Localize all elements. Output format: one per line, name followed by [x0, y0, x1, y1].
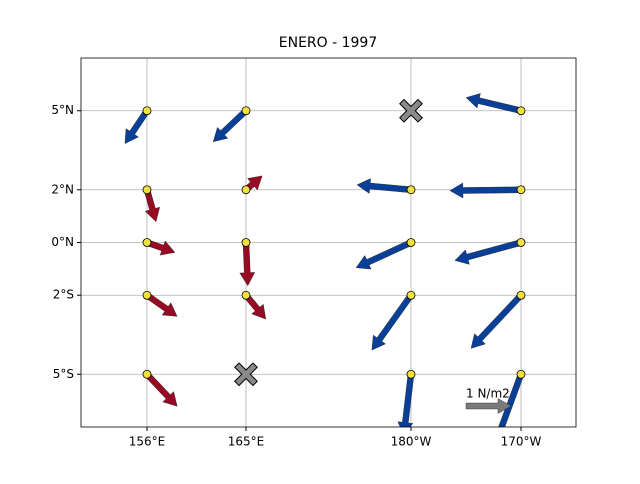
vector-arrow [144, 371, 178, 407]
station-marker [516, 238, 526, 247]
missing-cross [235, 363, 257, 385]
vector-arrow [239, 242, 256, 287]
vector-arrow [356, 178, 412, 194]
vector-arrow [371, 293, 414, 351]
x-tick-label: 170°W [501, 435, 542, 449]
x-tick-label: 156°E [129, 435, 166, 449]
vector-arrow [124, 108, 150, 144]
station-marker [516, 185, 526, 195]
station-marker [142, 369, 152, 379]
missing-marker [399, 98, 423, 123]
vector-arrow [454, 239, 523, 265]
station-marker [406, 290, 416, 300]
vector-arrow [144, 292, 178, 317]
station-marker [241, 106, 251, 116]
missing-cross [400, 100, 422, 122]
station-marker [516, 290, 526, 300]
y-tick-label: 2°N [51, 182, 74, 196]
vector-arrow [212, 108, 249, 143]
station-marker [406, 185, 416, 195]
vector-arrow [143, 188, 160, 223]
vector-arrow [498, 372, 525, 427]
station-marker [406, 369, 416, 379]
station-marker [142, 106, 152, 116]
y-tick-label: 5°S [53, 367, 74, 381]
station-marker [142, 290, 152, 300]
vector-arrow [465, 93, 522, 114]
station-marker [241, 238, 251, 247]
y-tick-label: 0°N [51, 235, 74, 249]
station-marker [142, 238, 152, 247]
missing-marker [234, 362, 258, 387]
y-tick-label: 2°S [53, 288, 74, 302]
chart-title: ENERO - 1997 [279, 35, 378, 51]
vector-arrow [355, 239, 413, 270]
station-marker [142, 185, 152, 195]
x-tick-label: 165°E [228, 435, 265, 449]
x-tick-label: 180°W [391, 435, 432, 449]
vector-arrow [397, 373, 415, 427]
vector-arrow [449, 182, 522, 199]
station-marker [241, 185, 251, 195]
station-marker [406, 238, 416, 247]
key-label: 1 N/m2 [466, 387, 510, 401]
y-tick-label: 5°N [51, 103, 74, 117]
station-marker [516, 106, 526, 116]
station-marker [241, 290, 251, 300]
station-marker [516, 369, 526, 379]
vector-arrow [470, 292, 524, 349]
key-arrow [465, 398, 512, 414]
